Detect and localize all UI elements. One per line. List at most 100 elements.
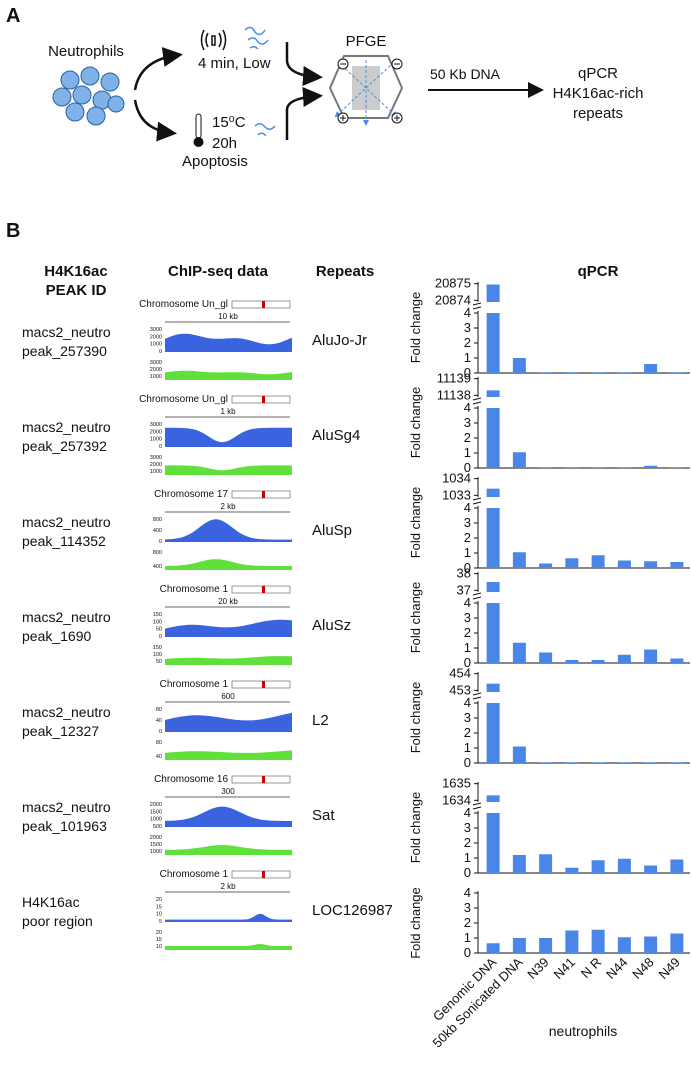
bar (565, 558, 579, 568)
y-axis-label: Fold change (408, 792, 423, 864)
track-tick: 1000 (150, 374, 162, 380)
scale-label: 10 kb (218, 312, 238, 321)
x-tick-label: N41 (551, 955, 578, 982)
x-axis-label: neutrophils (549, 1023, 618, 1039)
bar-upper (486, 795, 500, 802)
y-tick-label: 3 (464, 710, 471, 725)
repeat-name: AluSz (312, 617, 351, 634)
track-tick: 40 (156, 754, 162, 760)
bar (591, 929, 605, 953)
track-tick: 0 (159, 729, 162, 735)
bar (591, 555, 605, 568)
column-header: Repeats (316, 263, 374, 280)
bar (617, 372, 631, 373)
bar (617, 654, 631, 663)
y-axis-label: Fold change (408, 682, 423, 754)
track-tick: 80 (156, 707, 162, 713)
y-tick-label: 1 (464, 740, 471, 755)
bar (512, 452, 526, 468)
chip-track (165, 333, 292, 352)
repeat-name: AluJo-Jr (312, 332, 367, 349)
bar (591, 860, 605, 873)
scale-label: 20 kb (218, 597, 238, 606)
track-tick: 2000 (150, 462, 162, 468)
ideogram (231, 680, 291, 689)
temperature-label: 15⁰C (212, 114, 246, 131)
peak-id: macs2_neutro (22, 514, 111, 530)
column-header: qPCR (578, 263, 619, 280)
bar-lower (486, 813, 500, 873)
y-tick-label: 0 (464, 365, 471, 380)
y-tick-label: 11138 (437, 387, 471, 402)
bar (512, 358, 526, 373)
ideogram-band (262, 396, 265, 403)
pfge-icon (328, 55, 404, 126)
track-tick: 2000 (150, 802, 162, 808)
y-tick-label: 2 (464, 835, 471, 850)
bar-lower (486, 603, 500, 663)
cells-label: Neutrophils (48, 43, 124, 60)
y-tick-label: 2 (464, 335, 471, 350)
bar-lower (486, 703, 500, 763)
pfge-label: PFGE (346, 33, 387, 50)
arrow (133, 99, 177, 142)
bar (565, 467, 579, 468)
ideogram-band (262, 586, 265, 593)
y-tick-label: 20874 (435, 292, 471, 307)
bar (539, 372, 553, 373)
chip-track (165, 712, 292, 732)
track-tick: 0 (159, 444, 162, 450)
break-mark (472, 397, 482, 405)
scale-label: 600 (221, 692, 235, 701)
bar (617, 858, 631, 873)
peak-id: macs2_neutro (22, 609, 111, 625)
track-tick: 0 (159, 634, 162, 640)
track-tick: 2000 (150, 429, 162, 435)
track-tick: 100 (153, 652, 162, 658)
repeat-name: L2 (312, 712, 329, 729)
y-tick-label: 1033 (442, 487, 471, 502)
track-tick: 2000 (150, 835, 162, 841)
neutrophil-icons (52, 66, 125, 126)
chromosome-label: Chromosome 1 (160, 679, 229, 690)
y-axis-label: Fold change (408, 487, 423, 559)
ideogram-band (262, 776, 265, 783)
arrow (285, 86, 323, 140)
y-axis-label: Fold change (408, 887, 423, 959)
peak-id: macs2_neutro (22, 419, 111, 435)
break-mark (472, 592, 482, 600)
bar (539, 652, 553, 663)
track-tick: 1000 (150, 469, 162, 475)
bar (670, 372, 684, 373)
y-axis-label: Fold change (408, 582, 423, 654)
peak-id: H4K16ac (22, 894, 80, 910)
peak-id: peak_12327 (22, 723, 99, 739)
break-mark (472, 692, 482, 700)
bar (670, 658, 684, 663)
track-tick: 5 (159, 919, 162, 925)
bar (539, 938, 553, 953)
track-tick: 1000 (150, 437, 162, 443)
chip-track (165, 619, 292, 637)
repeat-name: AluSg4 (312, 427, 360, 444)
y-tick-label: 1 (464, 850, 471, 865)
input-track (165, 465, 292, 475)
y-tick-label: 3 (464, 820, 471, 835)
track-tick: 1000 (150, 849, 162, 855)
track-tick: 3000 (150, 422, 162, 428)
y-tick-label: 4 (464, 885, 471, 900)
dna-fragments (244, 26, 269, 50)
ideogram-band (262, 871, 265, 878)
chromosome-label: Chromosome Un_gl (139, 394, 228, 405)
arrow (133, 47, 183, 91)
break-mark (472, 802, 482, 810)
repeat-name: LOC126987 (312, 902, 393, 919)
ideogram-band (262, 681, 265, 688)
y-tick-label: 0 (464, 560, 471, 575)
track-tick: 20 (156, 897, 162, 903)
peak-id: peak_257392 (22, 438, 107, 454)
bar-upper (486, 683, 500, 692)
bar (565, 660, 579, 663)
duration-label: 20h (212, 135, 237, 152)
bar (644, 762, 658, 763)
